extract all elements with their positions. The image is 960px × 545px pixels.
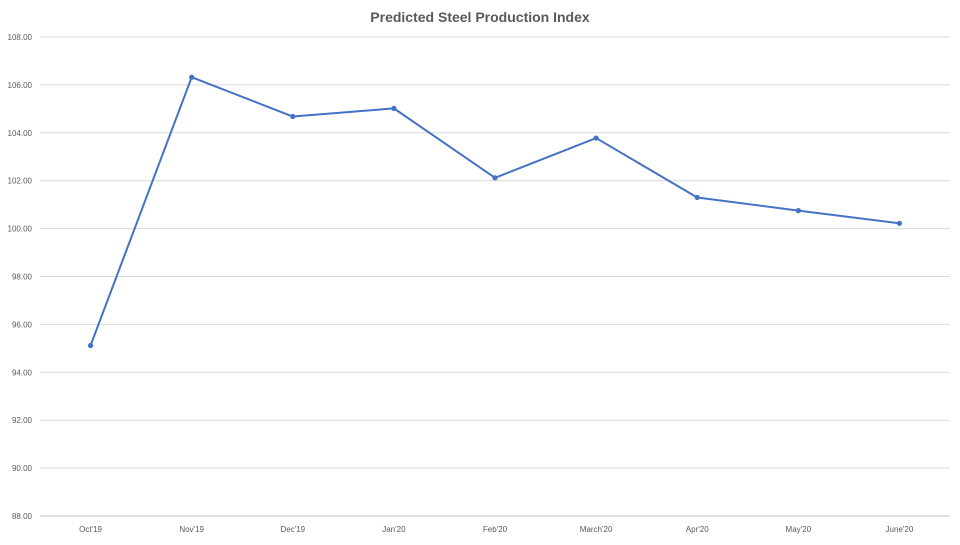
data-point <box>189 74 195 80</box>
x-tick-label: March'20 <box>580 525 613 534</box>
y-axis-tick-labels: 88.00 90.00 92.00 94.00 96.00 98.00 100.00 102.… <box>8 33 33 521</box>
y-tick-label: 108.00 <box>8 33 33 42</box>
chart-title: Predicted Steel Production Index <box>370 9 590 25</box>
y-tick-label: 90.00 <box>12 464 33 473</box>
data-point <box>87 342 94 349</box>
series-line <box>89 76 900 346</box>
x-tick-label: Jan'20 <box>382 525 406 534</box>
x-tick-label: Oct'19 <box>79 525 102 534</box>
y-tick-label: 102.00 <box>8 177 33 186</box>
series-layer <box>87 74 903 349</box>
x-tick-label: Dec'19 <box>280 525 305 534</box>
y-tick-label: 98.00 <box>12 273 33 282</box>
x-tick-label: Nov'19 <box>179 525 204 534</box>
x-tick-label: June'20 <box>886 525 914 534</box>
data-point <box>694 194 700 201</box>
x-tick-label: Feb'20 <box>483 525 508 534</box>
y-tick-label: 96.00 <box>12 320 33 329</box>
x-tick-label: Apr'20 <box>686 525 709 534</box>
data-point <box>593 135 599 141</box>
x-axis-tick-labels: Oct'19 Nov'19 Dec'19 Jan'20 Feb'20 March'20 Ap… <box>79 525 914 534</box>
gridlines <box>40 36 950 517</box>
y-tick-label: 100.00 <box>8 225 33 234</box>
data-point <box>391 105 397 111</box>
y-tick-label: 92.00 <box>12 416 33 425</box>
x-tick-label: May'20 <box>786 525 812 534</box>
y-tick-label: 94.00 <box>12 368 33 377</box>
y-tick-label: 104.00 <box>8 129 33 138</box>
data-point <box>795 208 801 214</box>
data-point <box>492 175 498 181</box>
data-point <box>896 220 903 226</box>
data-point <box>290 113 296 120</box>
y-tick-label: 88.00 <box>12 512 33 521</box>
y-tick-label: 106.00 <box>8 81 33 90</box>
